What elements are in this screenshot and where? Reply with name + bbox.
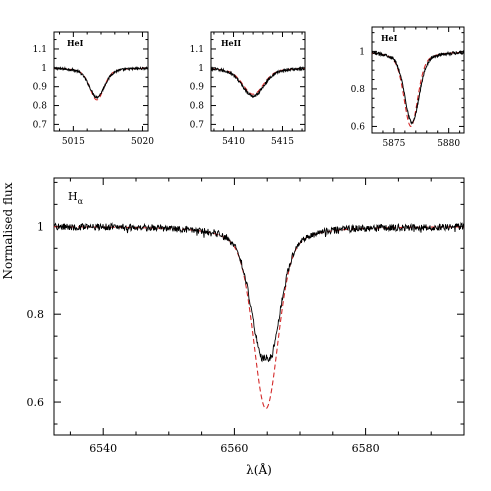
panel-label-subscript: α — [78, 197, 84, 206]
panel-label: HeI — [381, 33, 398, 43]
y-tick-label: 1 — [359, 47, 365, 57]
model-spectrum — [54, 226, 464, 410]
y-tick-label: 0.8 — [351, 85, 366, 95]
plot-frame — [53, 177, 465, 436]
x-tick-label: 5415 — [271, 137, 294, 147]
plot-frame — [210, 31, 306, 132]
y-tick-label: 1 — [198, 64, 204, 74]
x-axis-title: λ(Å) — [246, 462, 272, 477]
y-tick-label: 0.6 — [351, 122, 366, 132]
observed-spectrum — [53, 65, 149, 100]
y-tick-label: 0.6 — [27, 396, 45, 409]
panel-hei-5016: 5015 5020 0.7 0.8 0.9 1 1.1 HeI — [33, 31, 155, 147]
y-tick-label: 1 — [41, 64, 47, 74]
tick-labels: 5410 5415 0.7 0.8 0.9 1 1.1 — [190, 45, 295, 147]
axis-ticks — [54, 178, 465, 435]
spectra — [371, 50, 465, 128]
y-tick-label: 1 — [37, 220, 44, 233]
y-tick-label: 0.9 — [33, 83, 48, 93]
y-tick-label: 0.9 — [190, 83, 205, 93]
panel-heii-5412: 5410 5415 0.7 0.8 0.9 1 1.1 HeII — [190, 31, 306, 147]
spectra — [210, 65, 306, 99]
y-tick-label: 1.1 — [190, 45, 204, 55]
x-tick-label: 6560 — [220, 442, 248, 455]
x-tick-label: 5410 — [222, 137, 245, 147]
tick-labels: 6540 6560 6580 0.6 0.8 1 — [27, 220, 380, 455]
y-tick-label: 0.7 — [33, 120, 48, 130]
observed-spectrum — [210, 65, 306, 99]
x-tick-label: 5020 — [131, 137, 154, 147]
y-tick-label: 1.1 — [33, 45, 47, 55]
x-tick-label: 5875 — [382, 139, 405, 149]
axis-ticks — [371, 27, 464, 133]
model-spectrum — [53, 67, 149, 101]
panel-label: HeII — [221, 38, 241, 48]
y-tick-label: 0.8 — [27, 308, 45, 321]
spectra — [53, 221, 465, 410]
spectra — [53, 65, 149, 101]
model-spectrum — [371, 51, 465, 128]
y-axis-title: Normalised flux — [1, 182, 15, 279]
x-tick-label: 6540 — [89, 442, 117, 455]
y-tick-label: 0.8 — [190, 102, 205, 112]
observed-spectrum — [371, 50, 465, 125]
x-tick-label: 6580 — [352, 442, 380, 455]
tick-labels: 5015 5020 0.7 0.8 0.9 1 1.1 — [33, 45, 155, 147]
panel-hei-5876: 5875 5880 0.6 0.8 1 HeI — [351, 26, 465, 149]
x-tick-label: 5880 — [437, 139, 460, 149]
tick-labels: 5875 5880 0.6 0.8 1 — [351, 47, 461, 149]
x-tick-label: 5015 — [62, 137, 85, 147]
observed-spectrum — [53, 221, 465, 363]
model-spectrum — [210, 68, 306, 95]
y-tick-label: 0.8 — [33, 102, 48, 112]
axis-ticks — [211, 32, 305, 131]
y-tick-label: 0.7 — [190, 120, 205, 130]
panel-h-alpha: 6540 6560 6580 0.6 0.8 1 Hα λ(Å) Normalised f… — [1, 177, 465, 477]
panel-label-main: H — [68, 190, 78, 203]
panel-label: HeI — [67, 38, 84, 48]
panel-label: Hα — [68, 190, 84, 206]
